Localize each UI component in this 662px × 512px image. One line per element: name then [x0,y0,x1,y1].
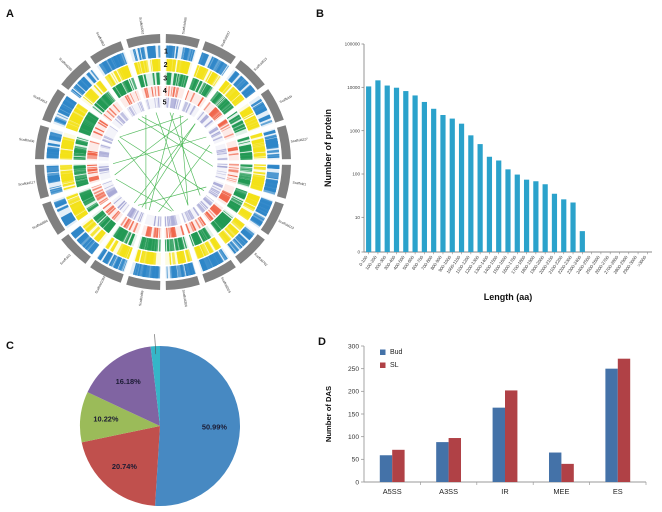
svg-text:Scaffold63: Scaffold63 [95,31,106,47]
category-pie-chart: 50.99%20.74%10.22%16.18%1.87% [80,334,241,506]
svg-text:Length (aa): Length (aa) [484,292,533,302]
svg-text:10.22%: 10.22% [93,415,118,424]
svg-text:100: 100 [352,172,360,177]
protein-length-bar-chart: 0 10 100 1000 10000 100000 Number of protein 0-… [323,42,652,302]
svg-text:Scaffold3: Scaffold3 [59,253,72,266]
panel-c-label: C [6,340,14,352]
svg-text:2: 2 [164,62,168,69]
svg-text:Scaffold4: Scaffold4 [279,94,293,104]
svg-text:Scaffold1: Scaffold1 [292,180,306,186]
svg-text:A5SS: A5SS [383,487,402,496]
svg-text:100: 100 [348,434,359,441]
svg-text:Bud: Bud [390,349,403,356]
svg-text:1: 1 [164,48,168,55]
svg-text:50: 50 [352,457,360,464]
svg-text:300: 300 [348,343,359,350]
svg-text:Scaffold12: Scaffold12 [32,94,48,105]
panel-d-bar-chart: D 0 50 100 150 200 250 300 Number of DAS A5SS A3S… [316,332,662,512]
svg-text:200: 200 [348,389,359,396]
svg-text:4: 4 [163,88,167,95]
svg-text:1000: 1000 [350,128,361,133]
svg-text:20.74%: 20.74% [112,462,137,471]
svg-text:Scaffold460: Scaffold460 [181,17,188,35]
panel-a-circos: A Scaffold460 Scaffold557 Scaffold613 Scaff… [0,0,320,330]
svg-text:Scaffold309: Scaffold309 [220,276,232,293]
svg-text:Number of protein: Number of protein [323,109,333,187]
svg-text:Scaffold1084: Scaffold1084 [94,275,106,294]
svg-text:0: 0 [357,250,360,255]
panel-b-label: B [316,8,324,20]
svg-text:0: 0 [355,479,359,486]
panel-a-label: A [6,8,14,20]
svg-text:16.18%: 16.18% [116,377,141,386]
svg-text:A3SS: A3SS [439,487,458,496]
svg-text:Scaffold113: Scaffold113 [277,219,294,230]
svg-text:150: 150 [348,411,359,418]
panel-d-label: D [318,336,326,348]
svg-text:Scaffold884: Scaffold884 [31,219,48,231]
svg-text:Scaffold36: Scaffold36 [19,137,35,143]
svg-text:Scaffold262: Scaffold262 [138,17,145,35]
svg-text:IR: IR [501,487,508,496]
svg-text:0-100: 0-100 [358,254,369,267]
svg-text:Number of DAS: Number of DAS [324,386,333,442]
svg-text:10000: 10000 [347,85,360,90]
svg-text:50.99%: 50.99% [202,423,227,432]
svg-text:100000: 100000 [345,42,361,47]
panel-c-pie-chart: C 50.99%20.74%10.22%16.18%1.87% [0,330,320,512]
svg-text:ES: ES [613,487,623,496]
svg-text:Scaffold613: Scaffold613 [253,57,268,72]
svg-text:Scaffold227: Scaffold227 [290,137,308,144]
svg-text:3: 3 [163,75,167,82]
svg-text:Scaffold285: Scaffold285 [58,57,73,72]
svg-text:>3000: >3000 [636,254,647,267]
svg-text:Scaffold306: Scaffold306 [181,289,188,307]
svg-text:250: 250 [348,366,359,373]
svg-text:10: 10 [355,215,361,220]
svg-text:Scaffold117: Scaffold117 [18,180,36,187]
svg-text:SL: SL [390,362,399,369]
svg-text:Scaffold557: Scaffold557 [220,30,232,47]
panel-b-bar-chart: B 0 10 100 1000 10000 100000 Number of protein… [316,0,662,320]
svg-text:5: 5 [163,99,167,106]
circos-plot: Scaffold460 Scaffold557 Scaffold613 Scaffol… [18,12,308,312]
svg-text:MEE: MEE [553,487,569,496]
svg-text:Scaffold762: Scaffold762 [253,252,268,267]
svg-text:Scaffold69: Scaffold69 [138,290,144,306]
das-grouped-bar-chart: 0 50 100 150 200 250 300 Number of DAS A5SS A3SS I… [324,343,647,496]
